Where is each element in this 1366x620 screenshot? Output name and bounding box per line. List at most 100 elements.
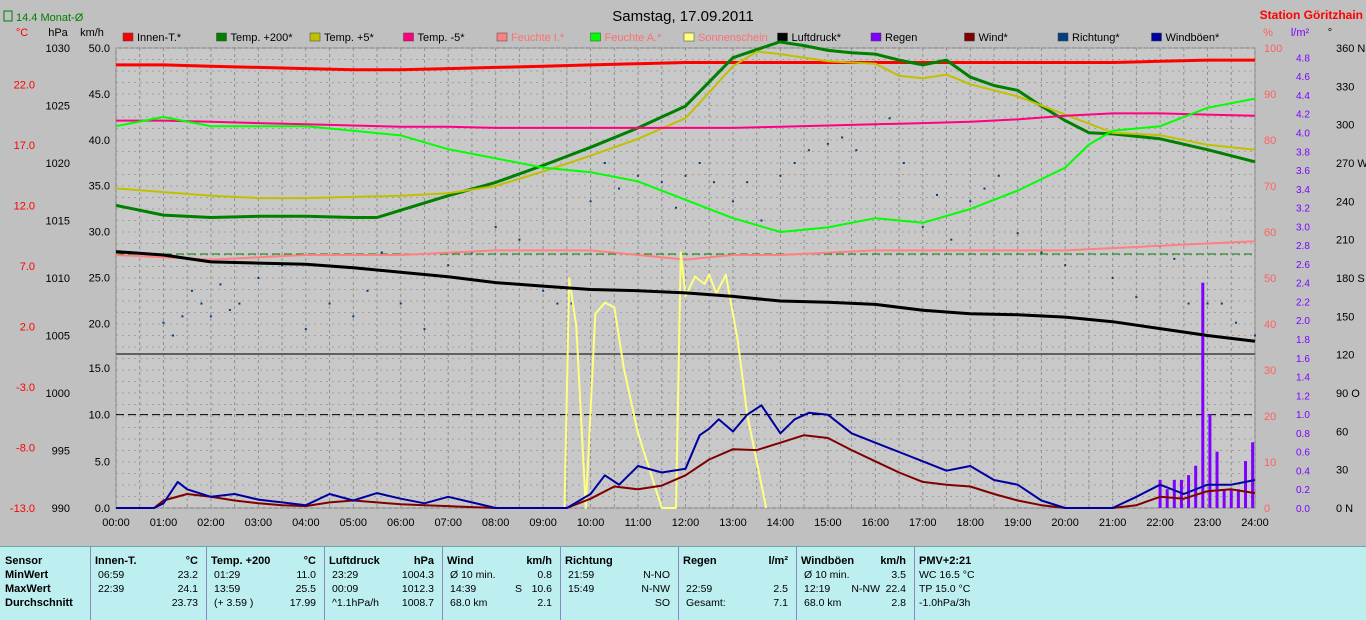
- legend-label: Regen: [885, 32, 917, 44]
- tick-temp: -3.0: [16, 382, 35, 394]
- direction-dot: [983, 187, 986, 190]
- stats-col-richtung: Richtung 21:59 N-NO 15:49 N-NW SO: [560, 547, 679, 620]
- legend-label: Luftdruck*: [792, 32, 842, 44]
- tick-direction: 180 S: [1336, 273, 1365, 285]
- stats-innen-min: 23.2: [177, 569, 198, 581]
- stats-col-innen: Innen-T. °C 06:59 23.2 22:39 24.1 23.73: [90, 547, 207, 620]
- tick-time: 12:00: [672, 517, 700, 529]
- direction-dot: [570, 302, 573, 305]
- series-line: [563, 251, 768, 509]
- stats-pmv-head: PMV+2:21: [919, 555, 972, 567]
- unit-wind: km/h: [80, 27, 104, 39]
- direction-dot: [936, 193, 939, 196]
- stats-richtung-min-time: 21:59: [568, 569, 595, 581]
- legend-swatch: [590, 32, 601, 42]
- series-line: [116, 112, 1256, 129]
- stats-druck-min: 1004.3: [401, 569, 434, 581]
- tick-temp: 2.0: [20, 321, 35, 333]
- legend-label: Temp. -5*: [418, 32, 466, 44]
- stats-boeen-avg: 2.8: [891, 597, 906, 609]
- legend-label: Wind*: [979, 32, 1009, 44]
- tick-time: 14:00: [767, 517, 795, 529]
- rain-bar: [1208, 414, 1212, 508]
- direction-dot: [793, 162, 796, 164]
- tick-direction: 330: [1336, 81, 1354, 93]
- tick-rain: 0.4: [1296, 466, 1310, 477]
- stats-innen-head: Innen-T.: [95, 555, 137, 567]
- monthly-avg-label: 14.4 Monat-Ø: [16, 12, 84, 24]
- tick-humidity: 10: [1264, 457, 1276, 469]
- series-line: [116, 404, 1256, 509]
- tick-rain: 2.4: [1296, 279, 1310, 290]
- tick-time: 21:00: [1099, 517, 1127, 529]
- legend-swatch: [777, 32, 788, 42]
- direction-dot: [1206, 302, 1209, 305]
- direction-dot: [281, 264, 284, 267]
- tick-pressure: 995: [52, 446, 70, 458]
- stats-druck-max-time: 00:09: [332, 583, 359, 595]
- stats-druck-unit: hPa: [413, 555, 434, 567]
- stats-druck-min-time: 23:29: [332, 569, 359, 581]
- stats-regen-total: 7.1: [773, 597, 788, 609]
- tick-time: 07:00: [434, 517, 462, 529]
- tick-wind-upper: 30.0: [89, 227, 110, 239]
- direction-dot: [969, 200, 972, 203]
- tick-direction: 0 N: [1336, 503, 1353, 515]
- direction-dot: [921, 225, 924, 228]
- tick-time: 17:00: [909, 517, 937, 529]
- tick-humidity: 90: [1264, 89, 1276, 101]
- weather-chart: Samstag, 17.09.2011 Station Göritzhain 14.…: [3, 8, 1366, 529]
- legend-label: Sonnenschein: [698, 32, 768, 44]
- stats-col-wind: Wind km/h Ø 10 min. 0.8 14:39 S 10.6 68.0 km…: [442, 547, 561, 620]
- stats-richtung-avg: SO: [654, 597, 670, 609]
- stats-temp-avg-note: (+ 3.59 ): [214, 597, 254, 609]
- rain-bar: [1229, 489, 1233, 508]
- stats-temp-max-time: 13:59: [214, 583, 241, 595]
- tick-time: 20:00: [1051, 517, 1079, 529]
- tick-wind-upper: 50.0: [89, 43, 110, 55]
- direction-dot: [542, 289, 545, 292]
- tick-time: 13:00: [719, 517, 747, 529]
- stats-temp-min: 11.0: [296, 569, 316, 581]
- direction-dot: [589, 200, 592, 203]
- legend-label: Feuchte I.*: [511, 32, 565, 44]
- series-line: [116, 58, 1255, 72]
- direction-dot: [807, 149, 810, 152]
- stats-wind-min-note: Ø 10 min.: [450, 569, 496, 581]
- tick-direction: 120: [1336, 350, 1354, 362]
- tick-time: 24:00: [1241, 517, 1269, 529]
- tick-rain: 3.6: [1296, 166, 1310, 177]
- tick-time: 22:00: [1146, 517, 1174, 529]
- tick-rain: 2.0: [1296, 316, 1310, 327]
- tick-wind-lower: 5.0: [95, 456, 110, 468]
- tick-direction: 150: [1336, 311, 1354, 323]
- direction-dot: [826, 142, 829, 145]
- direction-dot: [556, 302, 559, 305]
- tick-pressure: 1025: [46, 101, 70, 113]
- stats-druck-avg-note: ^1.1hPa/h: [332, 597, 379, 609]
- stats-sensor-head: Sensor: [5, 555, 43, 567]
- direction-dot: [760, 219, 763, 222]
- stats-wind-max-dir: S: [514, 583, 522, 595]
- tick-humidity: 40: [1264, 319, 1276, 331]
- tick-time: 01:00: [150, 517, 178, 529]
- tick-rain: 1.2: [1296, 391, 1310, 402]
- tick-rain: 4.6: [1296, 72, 1310, 83]
- stats-innen-max-time: 22:39: [98, 583, 125, 595]
- tick-direction: 60: [1336, 426, 1348, 438]
- direction-dot: [1235, 321, 1238, 324]
- statistics-panel: Sensor MinWert MaxWert Durchschnitt Inne…: [0, 546, 1366, 620]
- stats-regen-total-label: Gesamt:: [686, 597, 726, 609]
- tick-rain: 4.0: [1296, 128, 1310, 139]
- stats-boeen-max: 22.4: [885, 583, 906, 595]
- stats-wind-head: Wind: [447, 555, 474, 567]
- tick-temp: 17.0: [14, 140, 35, 152]
- tick-time: 15:00: [814, 517, 842, 529]
- stats-wind-min: 0.8: [537, 569, 552, 581]
- tick-rain: 0.6: [1296, 448, 1310, 459]
- tick-humidity: 0: [1264, 503, 1270, 515]
- stats-boeen-max-dir: N-NW: [851, 583, 880, 595]
- rain-bar: [1172, 479, 1176, 508]
- direction-dot: [1254, 334, 1256, 337]
- direction-dot: [902, 162, 905, 164]
